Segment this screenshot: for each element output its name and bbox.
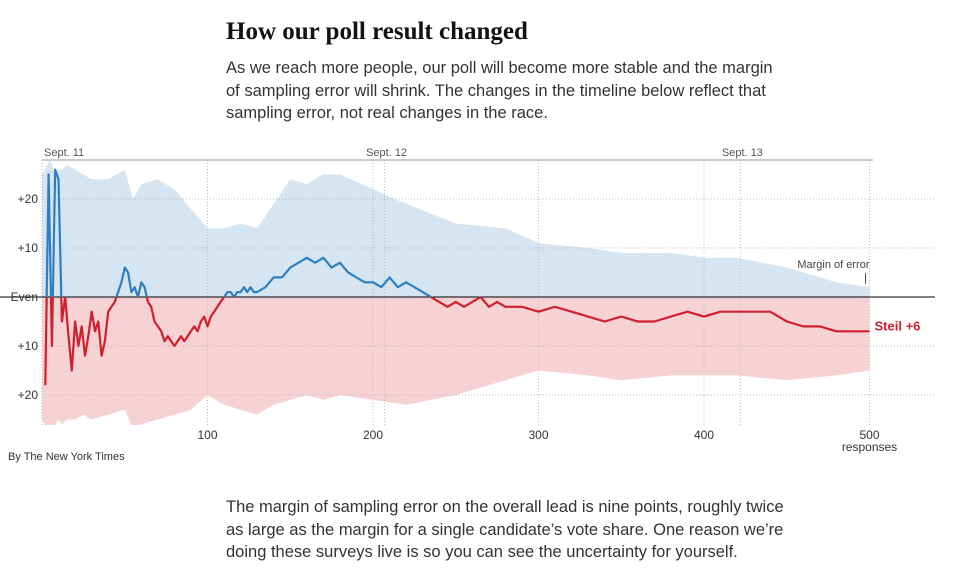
margin-of-error-label: Margin of error	[797, 259, 869, 271]
poll-line-positive	[45, 168, 483, 297]
chart-labels: Margin of error Steil +6	[797, 259, 920, 333]
end-label-steil: Steil +6	[875, 318, 921, 333]
chart-title: How our poll result changed	[226, 18, 528, 45]
y-tick-label: Even	[11, 290, 38, 304]
y-tick-label: +10	[18, 241, 39, 255]
chart-axes: +20 +10 Even +10 +20 100 200 300 400 500responses…	[11, 147, 898, 454]
y-tick-label: +20	[18, 388, 39, 402]
chart-subtitle: As we reach more people, our poll will b…	[226, 59, 773, 122]
x-tick-label: 300	[528, 428, 548, 442]
x-tick-label: 400	[694, 428, 714, 442]
date-label: Sept. 11	[44, 147, 84, 159]
band-lower	[42, 297, 870, 425]
band-upper	[42, 160, 870, 297]
x-axis-title: responses	[842, 440, 897, 454]
credit-text: By The New York Times	[8, 451, 125, 463]
footnote-text: The margin of sampling error on the over…	[226, 498, 784, 561]
y-tick-label: +20	[18, 192, 39, 206]
chart-grid	[41, 159, 935, 425]
date-label: Sept. 13	[722, 147, 763, 159]
y-tick-label: +10	[18, 339, 39, 353]
x-tick-label: 200	[363, 428, 383, 442]
poll-chart: +20 +10 Even +10 +20 100 200 300 400 500responses…	[0, 147, 935, 454]
poll-lines	[44, 168, 870, 386]
date-label: Sept. 12	[366, 147, 407, 159]
margin-of-error-band	[42, 160, 870, 425]
x-tick-label: 100	[197, 428, 217, 442]
poll-line-negative	[44, 297, 870, 386]
x-tick-label: 500	[859, 428, 879, 442]
